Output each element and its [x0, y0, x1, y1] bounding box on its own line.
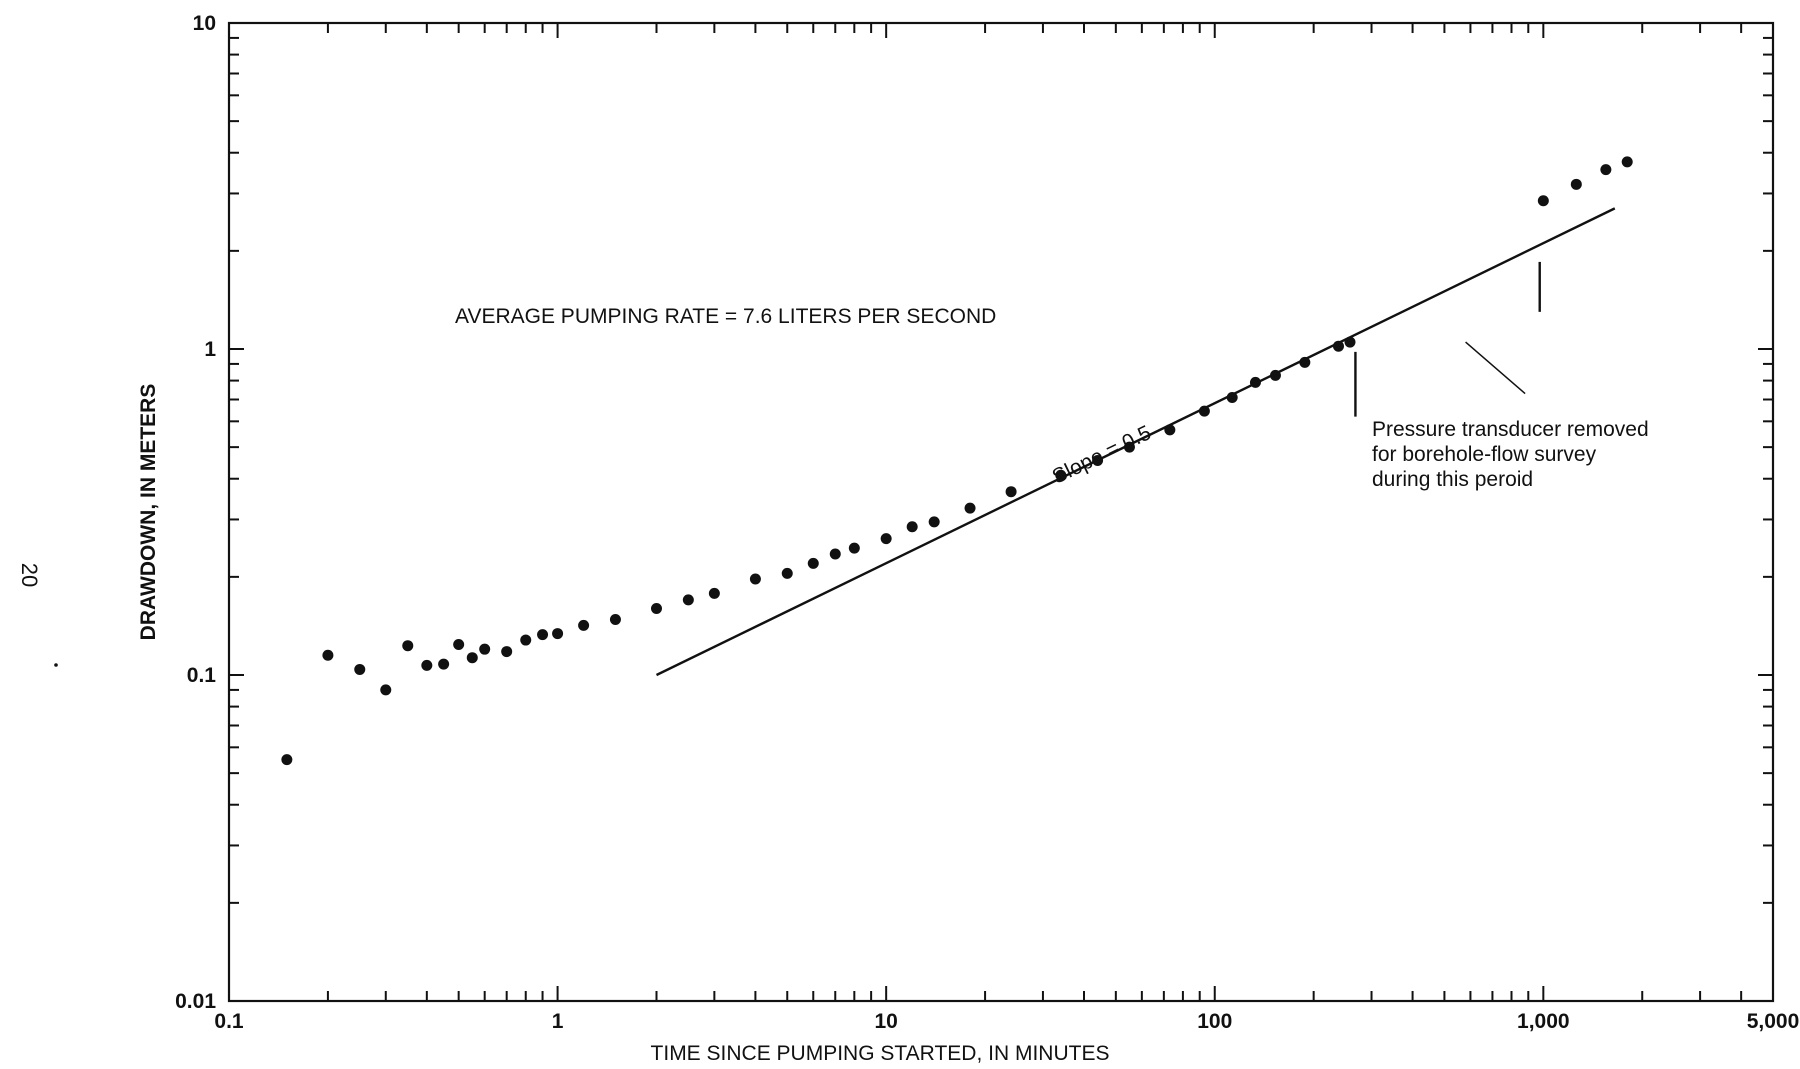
data-point [1092, 454, 1104, 466]
x-tick-label: 5,000 [1747, 1010, 1800, 1033]
transducer-note-line-2: for borehole-flow survey [1372, 443, 1597, 466]
gap-markers [1354, 261, 1541, 417]
fit-line-group: Slope = 0.5 [655, 207, 1616, 677]
data-point [453, 639, 465, 651]
data-point [1269, 369, 1281, 381]
data-point [1332, 340, 1344, 352]
data-point [466, 652, 478, 664]
fit-line [655, 207, 1616, 677]
data-point [501, 646, 513, 658]
data-point [354, 663, 366, 675]
data-point [1621, 156, 1633, 168]
data-points [281, 156, 1633, 766]
data-point [906, 521, 918, 533]
stray-dot [54, 663, 58, 667]
data-point [749, 573, 761, 585]
transducer-note-line-3: during this peroid [1372, 468, 1533, 491]
plot-frame [227, 21, 1775, 1003]
data-point [1249, 376, 1261, 388]
x-tick-label: 1,000 [1517, 1010, 1570, 1033]
y-tick-label: 0.01 [175, 990, 216, 1013]
data-point [1005, 486, 1017, 498]
y-tick-label: 10 [193, 12, 216, 35]
data-point [1537, 195, 1549, 207]
x-axis-title: TIME SINCE PUMPING STARTED, IN MINUTES [651, 1042, 1110, 1065]
data-point [781, 567, 793, 579]
data-point [281, 754, 293, 766]
data-point [1570, 178, 1582, 190]
data-point [848, 542, 860, 554]
data-point [928, 516, 940, 528]
data-point [1299, 356, 1311, 368]
data-point [438, 658, 450, 670]
data-point [1344, 336, 1356, 348]
data-point [650, 602, 662, 614]
annotations: AVERAGE PUMPING RATE = 7.6 LITERS PER SE… [455, 305, 1649, 491]
data-point [1226, 391, 1238, 403]
data-point [537, 629, 549, 641]
data-point [479, 643, 491, 655]
data-point [380, 684, 392, 696]
data-point [609, 613, 621, 625]
y-tick-labels: 0.01 0.1 1 10 [175, 12, 216, 1013]
data-point [964, 502, 976, 514]
data-point [520, 634, 532, 646]
data-point [880, 533, 892, 545]
x-tick-label: 1 [552, 1010, 564, 1033]
axis-ticks [228, 23, 1774, 1002]
x-tick-label: 0.1 [214, 1010, 244, 1033]
y-tick-label: 1 [204, 338, 216, 361]
data-point [1198, 405, 1210, 417]
data-point [421, 659, 433, 671]
pumping-rate-label: AVERAGE PUMPING RATE = 7.6 LITERS PER SE… [455, 305, 996, 328]
data-point [322, 649, 334, 661]
data-point [1055, 469, 1067, 481]
data-point [578, 619, 590, 631]
y-tick-label: 0.1 [187, 664, 217, 687]
data-point [682, 594, 694, 606]
data-point [829, 548, 841, 560]
x-tick-labels: 0.1 1 10 100 1,000 5,000 [214, 1010, 1799, 1033]
data-point [402, 640, 414, 652]
transducer-note-line-1: Pressure transducer removed [1372, 418, 1649, 441]
data-point [1600, 164, 1612, 176]
data-point [552, 628, 564, 640]
x-tick-label: 100 [1197, 1010, 1232, 1033]
data-point [1164, 424, 1176, 436]
y-axis-title: DRAWDOWN, IN METERS [137, 384, 160, 641]
x-tick-label: 10 [874, 1010, 897, 1033]
data-point [807, 557, 819, 569]
page-number: 20 [17, 563, 42, 587]
data-point [708, 587, 720, 599]
data-point [1123, 441, 1135, 453]
leader-line [1465, 341, 1526, 395]
